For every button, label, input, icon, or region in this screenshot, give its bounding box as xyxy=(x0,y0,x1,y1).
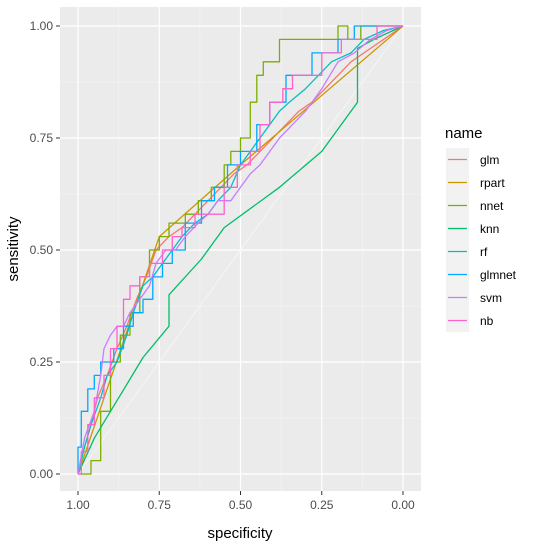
legend-label-glm: glm xyxy=(480,153,499,167)
reference-diagonal xyxy=(77,25,404,475)
y-tick-label: 0.25 xyxy=(30,355,54,369)
x-tick-label: 0.50 xyxy=(229,498,253,512)
legend-label-rf: rf xyxy=(480,245,488,259)
x-tick-label: 0.75 xyxy=(148,498,172,512)
y-tick-label: 0.75 xyxy=(30,131,54,145)
legend-label-nb: nb xyxy=(480,314,494,328)
x-tick-label: 0.25 xyxy=(310,498,334,512)
series-line-nb xyxy=(78,25,403,475)
x-tick-label: 1.00 xyxy=(66,498,90,512)
y-axis-title: sensitivity xyxy=(5,216,22,282)
y-tick-label: 0.00 xyxy=(30,467,54,481)
series-line-svm xyxy=(77,25,404,475)
series-layer xyxy=(77,25,404,475)
y-tick-label: 1.00 xyxy=(30,19,54,33)
series-line-knn xyxy=(77,25,404,475)
legend-label-knn: knn xyxy=(480,222,499,236)
legend-label-svm: svm xyxy=(480,291,502,305)
legend-label-nnet: nnet xyxy=(480,199,504,213)
x-axis-title: specificity xyxy=(207,525,273,542)
y-axis-ticks: 0.00 0.25 0.50 0.75 1.00 xyxy=(30,19,60,481)
x-tick-label: 0.00 xyxy=(391,498,415,512)
legend: name glm rpart nnet knn rf glmnet svm nb xyxy=(445,125,517,332)
legend-label-glmnet: glmnet xyxy=(480,268,517,282)
legend-items: glm rpart nnet knn rf glmnet svm nb xyxy=(446,148,517,332)
legend-label-rpart: rpart xyxy=(480,176,505,190)
legend-title: name xyxy=(445,125,483,142)
x-axis-ticks: 1.00 0.75 0.50 0.25 0.00 xyxy=(66,491,415,512)
y-tick-label: 0.50 xyxy=(30,243,54,257)
